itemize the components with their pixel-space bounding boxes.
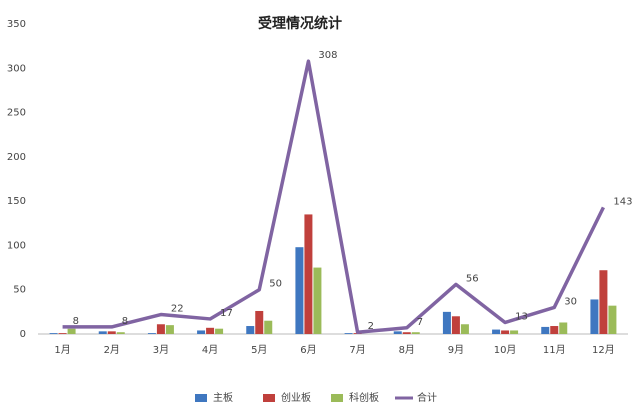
- y-tick-label: 250: [7, 108, 26, 119]
- y-tick-label: 350: [7, 19, 26, 30]
- bar: [442, 311, 451, 334]
- y-tick-label: 150: [7, 196, 26, 207]
- x-tick-label: 1月: [54, 344, 70, 356]
- x-tick-label: 4月: [202, 344, 218, 356]
- legend-marker: [195, 394, 207, 402]
- bar: [156, 324, 165, 334]
- bar: [608, 305, 617, 334]
- bar: [492, 329, 501, 334]
- bar: [116, 332, 125, 334]
- y-tick-label: 200: [7, 152, 26, 163]
- data-label: 143: [613, 196, 632, 207]
- legend-marker: [331, 394, 343, 402]
- bar: [206, 327, 215, 334]
- bar: [98, 331, 107, 334]
- x-tick-label: 2月: [104, 344, 120, 356]
- data-label: 50: [269, 279, 282, 290]
- bar: [313, 267, 322, 334]
- y-tick-label: 100: [7, 240, 26, 251]
- legend-label: 科创板: [349, 391, 379, 404]
- legend-label: 主板: [213, 391, 233, 404]
- data-label: 22: [171, 304, 184, 315]
- bar: [215, 328, 224, 334]
- y-tick-label: 300: [7, 63, 26, 74]
- bar: [255, 310, 264, 334]
- bar: [599, 270, 608, 334]
- bar: [344, 333, 353, 334]
- data-label: 2: [368, 321, 374, 332]
- bar: [264, 320, 273, 334]
- data-label: 56: [466, 273, 479, 284]
- bar: [451, 316, 460, 334]
- bar: [510, 330, 519, 334]
- bar: [58, 333, 67, 334]
- data-label: 17: [220, 308, 233, 319]
- bar: [165, 325, 174, 334]
- line: [62, 59, 605, 334]
- y-tick-label: 50: [13, 285, 26, 296]
- legend-marker: [263, 394, 275, 402]
- bar: [295, 247, 304, 334]
- y-tick-label: 0: [20, 329, 26, 340]
- bar: [67, 328, 76, 334]
- legend-label: 合计: [417, 391, 437, 404]
- chart-title: 受理情况统计: [258, 15, 342, 32]
- bar: [411, 332, 420, 334]
- bar: [304, 214, 313, 334]
- bar: [107, 331, 116, 334]
- bar: [550, 326, 559, 334]
- bar: [559, 322, 568, 334]
- bar: [393, 331, 402, 334]
- bar: [197, 330, 206, 334]
- x-tick-label: 9月: [448, 344, 464, 356]
- bar: [246, 326, 255, 334]
- x-tick-label: 10月: [494, 344, 517, 356]
- data-label: 7: [417, 317, 423, 328]
- bar: [501, 330, 510, 334]
- data-label: 308: [318, 50, 337, 61]
- data-label: 13: [515, 311, 528, 322]
- bar: [460, 324, 469, 334]
- bar: [541, 326, 550, 334]
- data-label: 8: [122, 316, 128, 327]
- x-tick-label: 8月: [399, 344, 415, 356]
- bar: [402, 332, 411, 334]
- x-tick-label: 5月: [251, 344, 267, 356]
- x-tick-label: 7月: [349, 344, 365, 356]
- data-label: 8: [73, 316, 79, 327]
- legend-label: 创业板: [281, 391, 311, 404]
- x-tick-label: 3月: [153, 344, 169, 356]
- x-tick-label: 6月: [300, 344, 316, 356]
- bar: [49, 333, 58, 334]
- data-label: 30: [564, 296, 577, 307]
- x-tick-label: 11月: [543, 344, 566, 356]
- x-tick-label: 12月: [592, 344, 615, 356]
- bar: [590, 299, 599, 334]
- bar: [147, 333, 156, 334]
